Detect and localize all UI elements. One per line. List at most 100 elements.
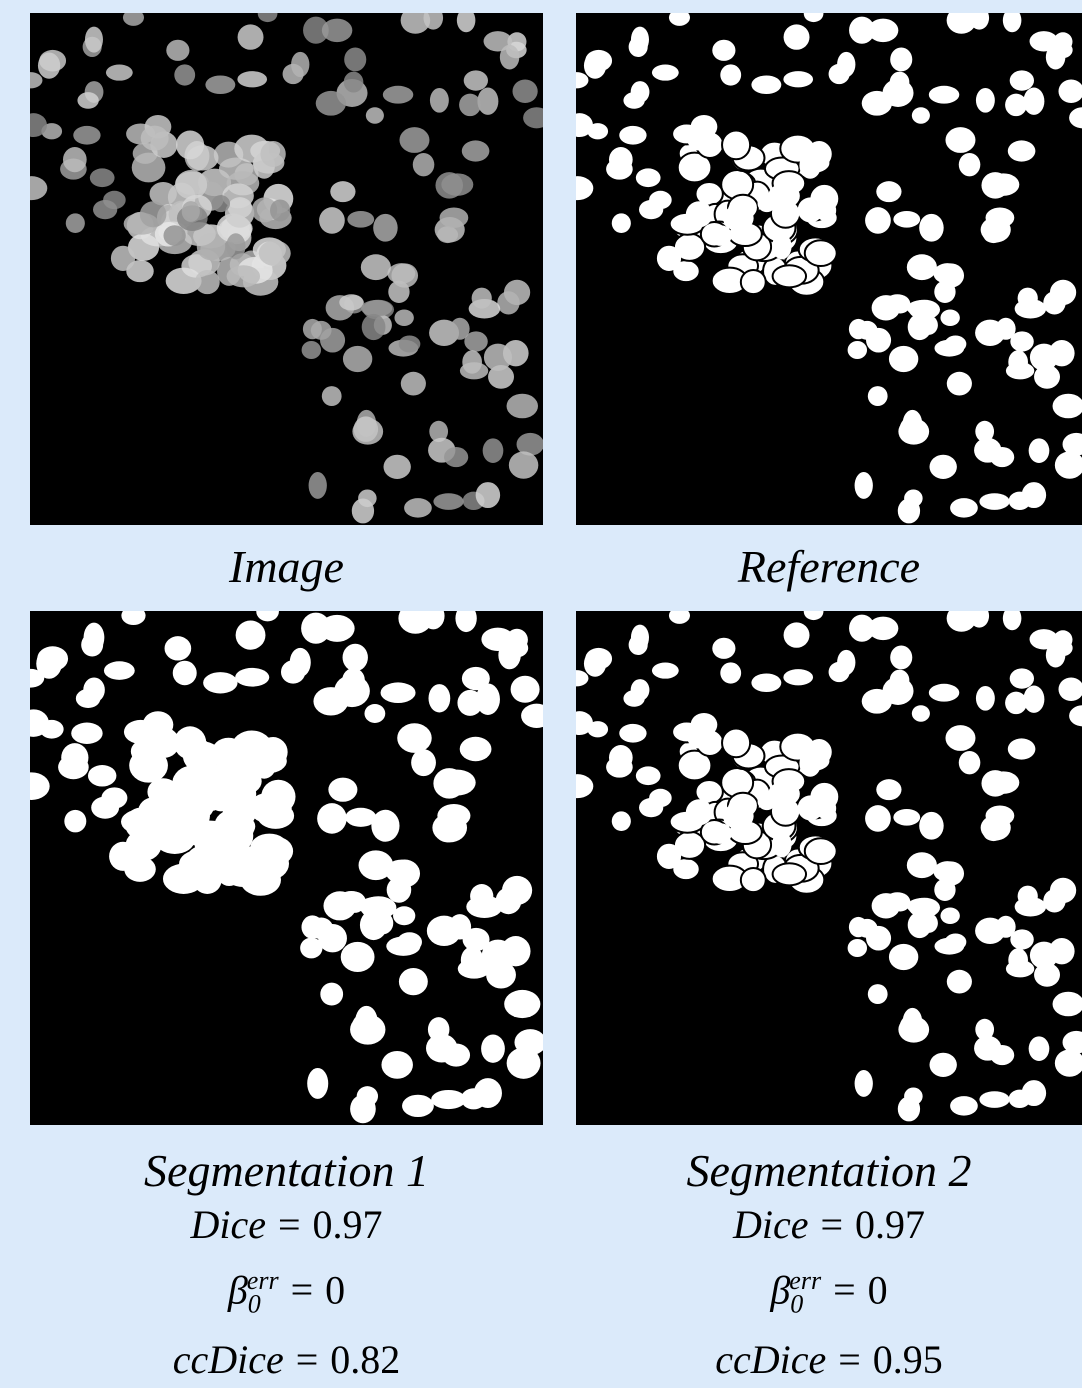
nucleus bbox=[1009, 70, 1035, 91]
nucleus bbox=[444, 447, 469, 468]
nucleus bbox=[911, 705, 930, 722]
nucleus bbox=[867, 616, 899, 641]
nucleus bbox=[623, 92, 645, 109]
nucleus bbox=[121, 611, 146, 626]
nucleus bbox=[358, 489, 377, 508]
nucleus bbox=[174, 64, 196, 86]
nucleus bbox=[975, 685, 995, 711]
nucleus bbox=[946, 969, 972, 994]
nucleus bbox=[371, 809, 400, 842]
nucleus bbox=[1054, 451, 1082, 479]
nucleus bbox=[979, 493, 1010, 510]
nucleus bbox=[30, 176, 48, 201]
nucleus bbox=[210, 791, 232, 812]
nucleus bbox=[816, 797, 837, 820]
nucleus bbox=[757, 195, 777, 213]
nucleus bbox=[783, 622, 810, 648]
nucleus bbox=[30, 709, 49, 737]
nucleus bbox=[866, 925, 892, 951]
nucleus bbox=[506, 1047, 541, 1079]
nucleus bbox=[358, 896, 395, 916]
nucleus bbox=[1062, 1030, 1082, 1054]
nucleus bbox=[321, 386, 342, 407]
nucleus bbox=[393, 906, 416, 926]
nucleus bbox=[709, 225, 732, 246]
nucleus bbox=[352, 418, 384, 445]
nucleus bbox=[783, 669, 814, 686]
nucleus bbox=[400, 371, 426, 396]
nucleus bbox=[110, 245, 136, 271]
nucleus bbox=[226, 233, 246, 260]
nucleus bbox=[940, 309, 960, 327]
nucleus bbox=[347, 210, 375, 228]
nucleus bbox=[481, 939, 515, 971]
metric-value: 0.97 bbox=[855, 1202, 926, 1247]
nucleus bbox=[727, 799, 746, 820]
nucleus bbox=[944, 335, 967, 353]
nucleus bbox=[318, 923, 347, 953]
nucleus bbox=[709, 823, 732, 844]
nucleus bbox=[358, 850, 394, 881]
metric-relation: = bbox=[290, 1267, 314, 1313]
nucleus bbox=[439, 207, 469, 228]
nucleus bbox=[459, 93, 481, 117]
nucleus bbox=[359, 909, 388, 941]
nucleus bbox=[904, 1087, 923, 1106]
nucleus bbox=[751, 75, 782, 95]
nucleus bbox=[676, 749, 713, 782]
nucleus bbox=[889, 71, 910, 93]
nucleus bbox=[301, 340, 322, 360]
nucleus bbox=[400, 13, 431, 34]
nucleus bbox=[996, 915, 1016, 938]
nucleus bbox=[344, 47, 367, 72]
nucleus bbox=[576, 113, 593, 138]
nucleus bbox=[576, 711, 593, 736]
nucleus bbox=[969, 13, 990, 30]
nucleus bbox=[651, 64, 679, 81]
nucleus bbox=[847, 938, 868, 958]
nucleus bbox=[394, 309, 414, 327]
nucleus bbox=[911, 107, 930, 124]
nucleus bbox=[330, 181, 356, 203]
nucleus bbox=[461, 140, 490, 162]
nucleus bbox=[907, 897, 939, 915]
nucleus bbox=[258, 240, 291, 267]
nucleus bbox=[630, 26, 649, 53]
metric-value: 0 bbox=[867, 1267, 888, 1313]
nucleus bbox=[320, 982, 344, 1006]
nucleus bbox=[783, 24, 810, 50]
nucleus bbox=[109, 841, 137, 871]
image bbox=[576, 611, 1082, 1125]
nucleus bbox=[623, 690, 645, 707]
nucleus bbox=[361, 313, 386, 341]
nucleus bbox=[1034, 364, 1061, 389]
metric-superscript: err bbox=[789, 1266, 822, 1295]
nucleus bbox=[258, 737, 288, 767]
nucleus bbox=[437, 804, 471, 828]
nucleus bbox=[639, 797, 664, 818]
nucleus bbox=[235, 620, 266, 650]
nucleus bbox=[739, 867, 767, 894]
nucleus bbox=[172, 765, 210, 800]
nucleus bbox=[319, 614, 355, 642]
metric-value: 0.95 bbox=[872, 1337, 943, 1383]
nucleus bbox=[423, 13, 444, 30]
caption: Segmentation 2 bbox=[686, 1145, 972, 1196]
nucleus bbox=[928, 683, 960, 702]
nucleus bbox=[176, 130, 205, 160]
nucleus bbox=[71, 722, 103, 744]
nucleus bbox=[30, 72, 43, 89]
nucleus bbox=[345, 807, 377, 827]
nucleus bbox=[457, 689, 483, 716]
nucleus bbox=[848, 916, 868, 938]
nucleus bbox=[771, 264, 808, 289]
nucleus bbox=[720, 64, 742, 86]
nucleus bbox=[946, 371, 972, 396]
nucleus bbox=[226, 265, 261, 288]
metric: ccDice = 0.95 bbox=[576, 1332, 1082, 1388]
nucleus bbox=[929, 454, 957, 479]
nucleus bbox=[404, 498, 432, 518]
nucleus bbox=[1054, 1049, 1082, 1077]
nucleus bbox=[1052, 393, 1082, 419]
nucleus bbox=[461, 666, 490, 691]
